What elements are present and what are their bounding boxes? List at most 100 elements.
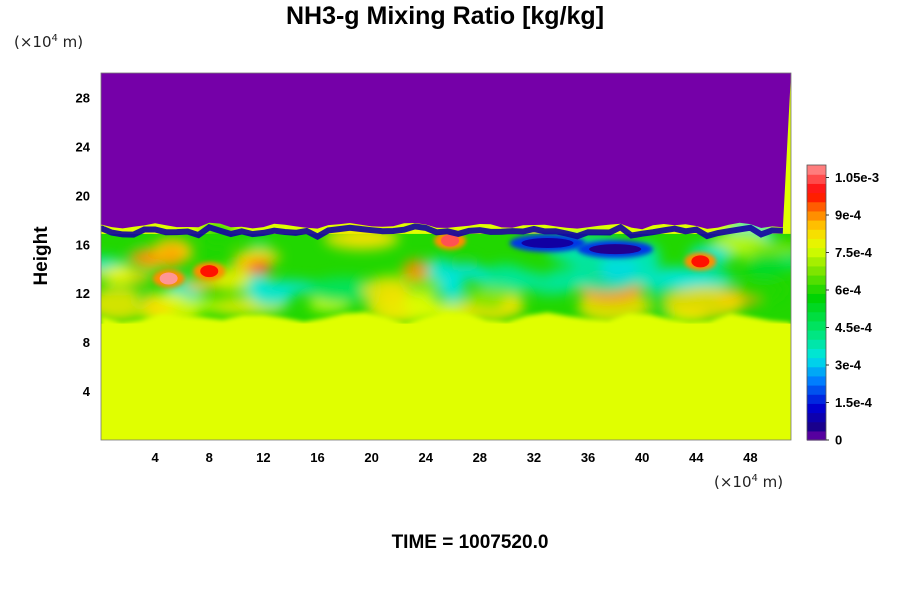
colorbar-band <box>807 403 826 414</box>
field-blob <box>306 276 382 304</box>
lower-layer <box>101 323 791 440</box>
colorbar-band <box>807 275 826 285</box>
upper-layer <box>101 73 791 230</box>
colorbar-frame <box>806 164 827 441</box>
field-blob <box>235 249 282 264</box>
plot-frame <box>100 72 792 441</box>
x-unit-suffix: m) <box>757 473 784 491</box>
colorbar-band <box>807 238 826 249</box>
colorbar-band <box>807 339 826 349</box>
field-blob <box>160 245 183 269</box>
colorbar-band <box>807 412 826 423</box>
field-blob <box>101 288 148 321</box>
colorbar-band <box>807 385 826 395</box>
colorbar-tick-label: 3e-4 <box>835 358 862 373</box>
feature-core <box>441 234 460 247</box>
field-blob <box>402 259 429 282</box>
colorbar-tick-label: 1.5e-4 <box>835 395 873 410</box>
y-tick-label: 24 <box>76 139 91 154</box>
chart-title: NH3-g Mixing Ratio [kg/kg] <box>285 2 605 30</box>
depleted-feature <box>509 234 586 253</box>
depleted-feature <box>577 240 654 259</box>
upper-layer-fringe <box>101 223 784 241</box>
field-blob <box>248 260 273 275</box>
peak-feature <box>684 252 717 271</box>
feature-core <box>691 255 710 268</box>
colorbar-band <box>807 421 826 432</box>
feature-core <box>589 244 642 255</box>
colorbar-band <box>807 330 826 340</box>
colorbar-band <box>807 320 826 331</box>
colorbar-band <box>807 192 826 203</box>
colorbar-band <box>807 284 826 294</box>
x-tick-label: 12 <box>256 450 270 465</box>
colorbar-band <box>807 210 826 221</box>
x-tick-label: 32 <box>527 450 541 465</box>
field-blob <box>180 297 221 313</box>
y-tick-label: 20 <box>76 188 90 203</box>
y-axis-unit: (×104 m) <box>14 33 83 51</box>
field-blob <box>154 292 188 307</box>
y-tick-label: 16 <box>76 237 90 252</box>
colorbar-band <box>807 394 826 404</box>
field-blob <box>749 241 791 255</box>
y-unit-suffix: m) <box>57 33 84 51</box>
colorbar-tick-label: 6e-4 <box>835 283 862 298</box>
colorbar-band <box>807 302 826 313</box>
feature-core <box>159 272 178 285</box>
colorbar-band <box>807 430 826 441</box>
colorbar-labels: 0 1.5e-4 3e-4 4.5e-4 6e-4 7.5e-4 9e-4 1.05e-3 <box>826 170 879 448</box>
x-tick-label: 28 <box>473 450 487 465</box>
colorbar-band <box>807 293 826 304</box>
field-blob <box>361 278 410 304</box>
y-tick-label: 8 <box>83 335 90 350</box>
colorbar-band <box>807 265 826 276</box>
colorbar-tick-label: 1.05e-3 <box>835 170 879 185</box>
colorbar-band <box>807 174 826 184</box>
field-blob <box>403 291 438 317</box>
colorbar-band <box>807 366 826 377</box>
x-tick-label: 4 <box>152 450 160 465</box>
colorbar-band <box>807 247 826 258</box>
colorbar-band <box>807 311 826 322</box>
peak-feature <box>193 262 226 281</box>
colorbar: 0 1.5e-4 3e-4 4.5e-4 6e-4 7.5e-4 9e-4 1.05e-3 <box>806 164 879 448</box>
colorbar-band <box>807 348 826 359</box>
y-unit-prefix: (×10 <box>14 33 52 51</box>
colorbar-band <box>807 357 826 368</box>
field-blob <box>664 287 745 320</box>
field-blob <box>735 278 785 302</box>
x-unit-exponent: 4 <box>751 473 758 484</box>
colorbar-band <box>807 256 826 267</box>
x-tick-label: 8 <box>206 450 213 465</box>
colorbar-tick-label: 7.5e-4 <box>835 245 873 260</box>
colorbar-band <box>807 229 826 239</box>
colorbar-band <box>807 201 826 212</box>
y-tick-label: 4 <box>83 384 91 399</box>
x-tick-label: 24 <box>418 450 433 465</box>
field-blob <box>501 296 523 315</box>
time-label: TIME = 1007520.0 <box>391 532 549 553</box>
x-unit-prefix: (×10 <box>714 473 752 491</box>
mixing-ratio-field <box>101 73 791 440</box>
colorbar-band <box>807 375 826 386</box>
colorbar-tick-label: 0 <box>835 433 842 448</box>
field-blob <box>184 278 221 291</box>
field-blob <box>660 269 734 291</box>
y-tick-label: 28 <box>76 90 90 105</box>
feature-core <box>200 265 219 278</box>
colorbar-tick-label: 4.5e-4 <box>835 320 873 335</box>
x-tick-label: 16 <box>310 450 324 465</box>
field-blob <box>251 286 293 307</box>
colorbar-bands <box>807 165 826 441</box>
x-tick-label: 20 <box>364 450 378 465</box>
field-blob <box>103 265 134 285</box>
colorbar-tick-label: 9e-4 <box>835 208 862 223</box>
field-blob <box>447 265 490 280</box>
colorbar-band <box>807 220 826 230</box>
x-tick-label: 44 <box>689 450 704 465</box>
field-blob <box>441 274 465 305</box>
x-axis: 4 8 12 16 20 24 28 32 36 40 44 48 <box>152 450 758 465</box>
x-tick-label: 40 <box>635 450 649 465</box>
y-tick-label: 12 <box>76 286 90 301</box>
